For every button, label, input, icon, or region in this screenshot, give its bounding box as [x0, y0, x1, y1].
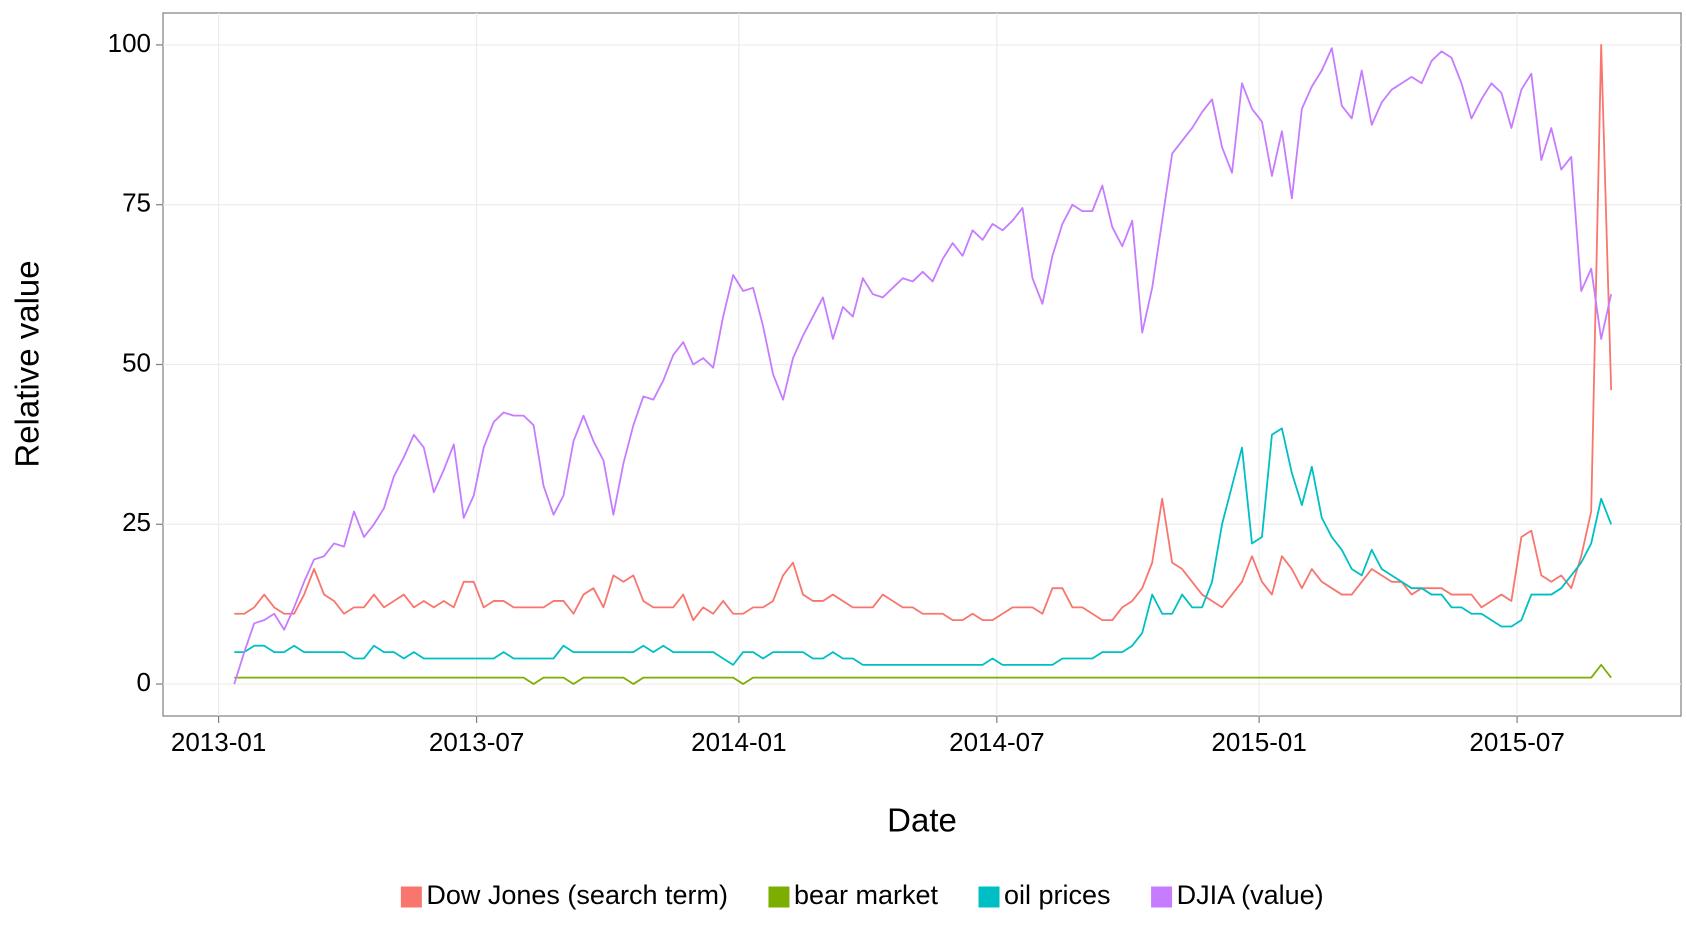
series-line [234, 663, 1612, 685]
series-line [234, 44, 1613, 622]
series-line [234, 427, 1612, 666]
y-tick-label: 50 [122, 347, 151, 377]
series-line [233, 47, 1613, 685]
grid: 0 25 50 75 100 2013-01 2013-07 2014-01 2014-07 20… [108, 13, 1681, 757]
x-tick-label: 2013-01 [171, 727, 266, 757]
legend-label: DJIA (value) [1177, 880, 1324, 910]
legend-item: oil prices [977, 880, 1111, 910]
legend-swatch [977, 885, 1001, 909]
legend-swatch [1150, 885, 1174, 909]
legend-label: Dow Jones (search term) [426, 880, 728, 910]
y-tick-label: 0 [137, 667, 151, 697]
x-tick-label: 2013-07 [429, 727, 524, 757]
lines [233, 44, 1613, 685]
y-tick-label: 100 [108, 28, 151, 58]
legend-item: Dow Jones (search term) [399, 880, 728, 910]
legend-label: bear market [794, 880, 939, 910]
x-axis-title: Date [887, 802, 957, 839]
x-tick-label: 2015-07 [1469, 727, 1564, 757]
y-axis-title: Relative value [9, 260, 46, 467]
y-tick-label: 75 [122, 188, 151, 218]
legend-item: DJIA (value) [1150, 880, 1324, 910]
x-tick-label: 2014-01 [691, 727, 786, 757]
y-tick-label: 25 [122, 507, 151, 537]
x-tick-label: 2015-01 [1211, 727, 1306, 757]
legend-swatch [399, 885, 423, 909]
x-tick-label: 2014-07 [949, 727, 1044, 757]
legend-label: oil prices [1004, 880, 1111, 910]
legend-item: bear market [767, 880, 939, 910]
legend-swatch [767, 885, 791, 909]
legend: Dow Jones (search term) bear market oil pr… [399, 880, 1324, 910]
